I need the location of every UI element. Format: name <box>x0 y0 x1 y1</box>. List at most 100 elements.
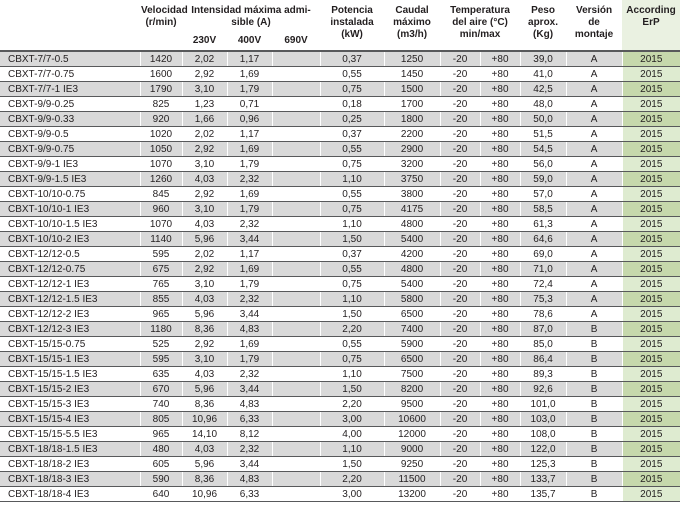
cell-temp-max: +80 <box>479 81 521 97</box>
cell-peso-kg: 57,0 <box>519 186 567 202</box>
cell-temp-max: +80 <box>479 381 521 397</box>
cell-model: CBXT-18/18-3 IE3 <box>0 471 140 487</box>
cell-intensidad-230v: 3,10 <box>181 201 227 217</box>
cell-intensidad-400v: 2,32 <box>226 216 272 232</box>
cell-model: CBXT-18/18-1.5 IE3 <box>0 441 140 457</box>
cell-temp-max: +80 <box>479 441 521 457</box>
cell-peso-kg: 48,0 <box>519 96 567 112</box>
cell-intensidad-690v <box>271 231 321 247</box>
cell-version-montaje: A <box>565 201 623 217</box>
cell-model: CBXT-9/9-0.5 <box>0 126 140 142</box>
cell-temp-min: -20 <box>439 426 481 442</box>
cell-intensidad-400v: 2,32 <box>226 366 272 382</box>
cell-potencia-kw: 0,37 <box>319 51 385 67</box>
cell-model: CBXT-12/12-1.5 IE3 <box>0 291 140 307</box>
table-row: CBXT-18/18-2 IE3 605 5,96 3,44 1,50 9250 -20 +8… <box>0 456 680 472</box>
table-row: CBXT-12/12-3 IE3 1180 8,36 4,83 2,20 7400 -20 +… <box>0 321 680 337</box>
cell-temp-max: +80 <box>479 156 521 172</box>
cell-intensidad-230v: 4,03 <box>181 216 227 232</box>
cell-temp-max: +80 <box>479 96 521 112</box>
cell-intensidad-400v: 1,69 <box>226 186 272 202</box>
header-according-erp: According ErP <box>622 0 680 52</box>
cell-temp-min: -20 <box>439 366 481 382</box>
cell-model: CBXT-15/15-4 IE3 <box>0 411 140 427</box>
header-caudal-maximo: Caudal máximo (m3/h) <box>384 0 441 52</box>
cell-intensidad-230v: 4,03 <box>181 171 227 187</box>
cell-caudal-m3h: 5800 <box>383 291 441 307</box>
table-row: CBXT-9/9-1 IE3 1070 3,10 1,79 0,75 3200 -20 +80… <box>0 156 680 172</box>
table-row: CBXT-15/15-1.5 IE3 635 4,03 2,32 1,10 7500 -20… <box>0 366 680 382</box>
cell-intensidad-400v: 1,69 <box>226 261 272 277</box>
cell-intensidad-690v <box>271 441 321 457</box>
cell-intensidad-400v: 3,44 <box>226 381 272 397</box>
cell-temp-min: -20 <box>439 201 481 217</box>
cell-version-montaje: B <box>565 441 623 457</box>
cell-peso-kg: 69,0 <box>519 246 567 262</box>
cell-velocidad-rpm: 1600 <box>139 66 182 82</box>
cell-model: CBXT-9/9-1 IE3 <box>0 156 140 172</box>
cell-peso-kg: 51,5 <box>519 126 567 142</box>
cell-version-montaje: A <box>565 246 623 262</box>
cell-velocidad-rpm: 525 <box>139 336 182 352</box>
cell-according-erp: 2015 <box>621 276 680 292</box>
cell-velocidad-rpm: 965 <box>139 426 182 442</box>
table-row: CBXT-18/18-1.5 IE3 480 4,03 2,32 1,10 9000 -20… <box>0 441 680 457</box>
cell-intensidad-400v: 1,79 <box>226 156 272 172</box>
cell-according-erp: 2015 <box>621 306 680 322</box>
cell-temp-min: -20 <box>439 381 481 397</box>
cell-intensidad-690v <box>271 396 321 412</box>
cell-intensidad-230v: 5,96 <box>181 231 227 247</box>
cell-caudal-m3h: 3750 <box>383 171 441 187</box>
cell-according-erp: 2015 <box>621 126 680 142</box>
cell-intensidad-690v <box>271 66 321 82</box>
cell-temp-min: -20 <box>439 96 481 112</box>
cell-intensidad-690v <box>271 276 321 292</box>
cell-potencia-kw: 0,75 <box>319 156 385 172</box>
cell-potencia-kw: 3,00 <box>319 411 385 427</box>
header-potencia-instalada: Potencia instalada (kW) <box>320 0 385 52</box>
cell-potencia-kw: 1,10 <box>319 366 385 382</box>
header-intensidad-maxima: Intensidad máxima admi- sible (A) <box>182 0 321 35</box>
cell-model: CBXT-10/10-2 IE3 <box>0 231 140 247</box>
cell-velocidad-rpm: 825 <box>139 96 182 112</box>
cell-version-montaje: B <box>565 411 623 427</box>
cell-according-erp: 2015 <box>621 141 680 157</box>
cell-intensidad-230v: 2,92 <box>181 261 227 277</box>
cell-intensidad-230v: 3,10 <box>181 81 227 97</box>
cell-intensidad-400v: 3,44 <box>226 456 272 472</box>
cell-velocidad-rpm: 1140 <box>139 231 182 247</box>
cell-intensidad-690v <box>271 336 321 352</box>
cell-peso-kg: 42,5 <box>519 81 567 97</box>
cell-model: CBXT-15/15-5.5 IE3 <box>0 426 140 442</box>
cell-potencia-kw: 1,50 <box>319 306 385 322</box>
cell-caudal-m3h: 7400 <box>383 321 441 337</box>
cell-potencia-kw: 0,75 <box>319 201 385 217</box>
cell-version-montaje: A <box>565 111 623 127</box>
cell-caudal-m3h: 5900 <box>383 336 441 352</box>
table-row: CBXT-9/9-0.25 825 1,23 0,71 0,18 1700 -20 +80 48… <box>0 96 680 112</box>
cell-model: CBXT-7/7-1 IE3 <box>0 81 140 97</box>
cell-potencia-kw: 4,00 <box>319 426 385 442</box>
cell-intensidad-400v: 1,79 <box>226 201 272 217</box>
cell-velocidad-rpm: 595 <box>139 246 182 262</box>
cell-according-erp: 2015 <box>621 201 680 217</box>
cell-temp-max: +80 <box>479 231 521 247</box>
cell-velocidad-rpm: 595 <box>139 351 182 367</box>
cell-version-montaje: A <box>565 171 623 187</box>
cell-version-montaje: A <box>565 306 623 322</box>
cell-intensidad-400v: 1,17 <box>226 51 272 67</box>
cell-caudal-m3h: 11500 <box>383 471 441 487</box>
cell-according-erp: 2015 <box>621 291 680 307</box>
cell-temp-min: -20 <box>439 231 481 247</box>
cell-temp-max: +80 <box>479 471 521 487</box>
cell-potencia-kw: 0,75 <box>319 276 385 292</box>
cell-temp-min: -20 <box>439 66 481 82</box>
cell-peso-kg: 92,6 <box>519 381 567 397</box>
cell-caudal-m3h: 3200 <box>383 156 441 172</box>
cell-according-erp: 2015 <box>621 96 680 112</box>
table-row: CBXT-12/12-0.75 675 2,92 1,69 0,55 4800 -20 +80… <box>0 261 680 277</box>
cell-model: CBXT-18/18-2 IE3 <box>0 456 140 472</box>
cell-intensidad-690v <box>271 141 321 157</box>
cell-intensidad-690v <box>271 456 321 472</box>
